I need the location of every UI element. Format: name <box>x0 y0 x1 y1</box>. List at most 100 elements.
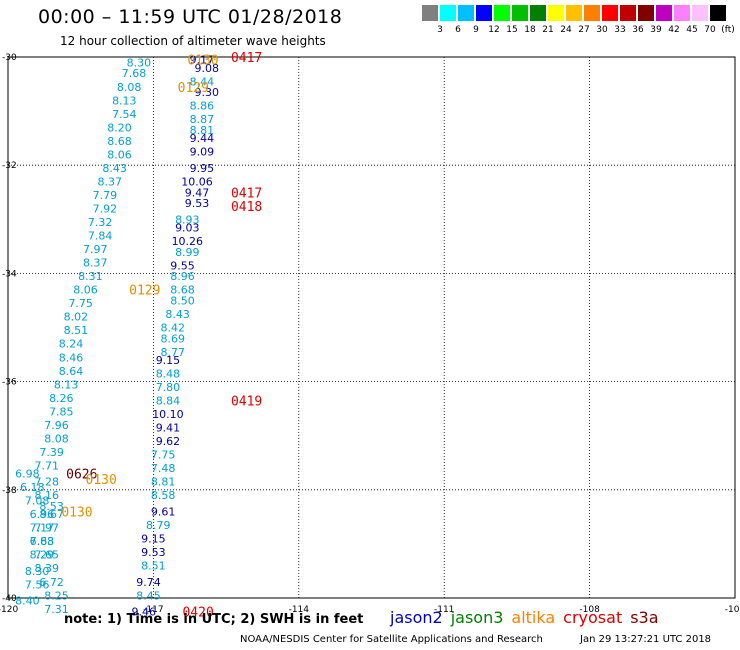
swh-value-label: 9.47 <box>185 186 210 199</box>
swh-value-label: 8.53 <box>39 500 64 513</box>
swh-value-label: 6.96 <box>30 508 55 521</box>
swh-value-label: 7.96 <box>44 419 69 432</box>
color-swatch <box>584 5 600 21</box>
swh-value-label: 8.02 <box>64 311 89 324</box>
color-swatch <box>548 5 564 21</box>
swh-value-label: 7.08 <box>25 495 50 508</box>
swh-value-label: 9.62 <box>156 435 181 448</box>
color-scale-label: 9 <box>473 25 479 35</box>
swh-value-label: 8.08 <box>117 81 142 94</box>
swh-value-label: 6.18 <box>20 481 45 494</box>
swh-value-label: 7.54 <box>112 108 137 121</box>
color-scale-label: 27 <box>578 25 590 35</box>
pass-time-label: 0419 <box>231 395 262 410</box>
swh-value-label: 9.53 <box>141 546 166 559</box>
y-tick-label: -34 <box>2 269 17 279</box>
color-scale-label: 12 <box>488 25 500 35</box>
credit-footer: NOAA/NESDIS Center for Satellite Applica… <box>240 634 543 645</box>
swh-value-label: 9.53 <box>185 197 210 210</box>
swh-value-label: 9.44 <box>190 132 215 145</box>
swh-value-label: 8.69 <box>161 332 186 345</box>
swh-value-label: 8.45 <box>136 589 161 602</box>
color-swatch <box>566 5 582 21</box>
swh-value-label: 8.81 <box>190 124 215 137</box>
swh-value-label: 9.41 <box>156 422 181 435</box>
swh-value-label: 7.75 <box>151 449 176 462</box>
chart-subtitle: 12 hour collection of altimeter wave hei… <box>60 34 326 48</box>
y-tick-label: -36 <box>2 378 17 388</box>
pass-time-label: 0420 <box>182 606 213 621</box>
pass-time-label: 0129 <box>178 81 209 96</box>
color-swatch <box>638 5 654 21</box>
satellite-legend: jason2 jason3 altika cryosat s3a <box>390 608 667 627</box>
chart-title: 00:00 – 11:59 UTC 01/28/2018 <box>38 6 343 28</box>
swh-value-label: 8.48 <box>156 367 181 380</box>
y-tick-label: -30 <box>2 53 17 63</box>
swh-value-label: 8.08 <box>44 432 69 445</box>
swh-value-label: 8.42 <box>161 322 186 335</box>
plot-frame <box>7 56 736 599</box>
swh-value-label: 7.48 <box>151 462 176 475</box>
swh-value-label: 8.51 <box>64 324 89 337</box>
x-tick-label: -111 <box>434 605 454 615</box>
swh-value-label: 9.15 <box>156 354 181 367</box>
color-swatch <box>476 5 492 21</box>
swh-value-label: 8.13 <box>54 378 79 391</box>
x-tick-label: -105 <box>725 605 740 615</box>
color-scale-label: 15 <box>506 25 518 35</box>
swh-value-label: 8.24 <box>59 338 84 351</box>
swh-value-label: 8.68 <box>107 135 132 148</box>
swh-value-label: 8.25 <box>44 589 69 602</box>
swh-value-label: 6.72 <box>39 576 64 589</box>
color-swatch <box>422 5 438 21</box>
color-scale-label: 18 <box>524 25 536 35</box>
swh-value-label: 7.92 <box>93 202 118 215</box>
swh-value-label: 8.51 <box>141 560 166 573</box>
swh-value-label: 7.85 <box>49 405 74 418</box>
swh-value-label: 8.46 <box>59 351 84 364</box>
color-swatch <box>458 5 474 21</box>
swh-value-label: 7.71 <box>35 459 60 472</box>
color-scale-label: 39 <box>650 25 662 35</box>
color-scale-label: 6 <box>455 25 461 35</box>
swh-value-label: 8.31 <box>78 270 103 283</box>
swh-value-label: 7.80 <box>156 381 181 394</box>
swh-value-label: 7.97 <box>83 243 108 256</box>
swh-value-label: 8.84 <box>156 395 181 408</box>
swh-value-label: 8.16 <box>35 489 60 502</box>
swh-value-label: 8.26 <box>49 392 74 405</box>
swh-value-label: 10.06 <box>181 175 213 188</box>
color-swatch <box>674 5 690 21</box>
color-swatch <box>692 5 708 21</box>
swh-value-label: 8.20 <box>107 121 132 134</box>
y-tick-label: -40 <box>2 594 17 604</box>
swh-value-label: 8.50 <box>170 294 195 307</box>
swh-value-label: 8.37 <box>98 175 123 188</box>
y-tick-label: -38 <box>2 486 17 496</box>
swh-value-label: 8.30 <box>25 565 50 578</box>
swh-value-label: 7.97 <box>35 522 60 535</box>
color-scale-label: 45 <box>686 25 698 35</box>
swh-value-label: 9.30 <box>194 86 219 99</box>
swh-value-label: 9.09 <box>190 146 215 159</box>
color-swatch <box>602 5 618 21</box>
swh-value-label: 6.88 <box>30 535 55 548</box>
swh-value-label: 8.39 <box>35 562 60 575</box>
swh-value-label: 8.67 <box>39 508 64 521</box>
swh-value-label: 7.17 <box>30 522 55 535</box>
x-tick-label: -108 <box>579 605 600 615</box>
swh-value-label: 8.13 <box>112 94 137 107</box>
swh-value-label: 9.46 <box>131 606 156 619</box>
swh-value-label: 8.37 <box>83 257 108 270</box>
swh-value-label: 8.68 <box>170 284 195 297</box>
color-swatch <box>656 5 672 21</box>
swh-value-label: 9.03 <box>175 221 200 234</box>
pass-time-label: 0130 <box>61 505 92 520</box>
swh-value-label: 8.44 <box>190 75 215 88</box>
swh-value-label: 8.43 <box>165 308 190 321</box>
swh-value-label: 8.06 <box>73 284 98 297</box>
swh-value-label: 9.95 <box>190 162 215 175</box>
color-scale-label: 70 <box>704 25 716 35</box>
pass-time-label: 0130 <box>86 473 117 488</box>
